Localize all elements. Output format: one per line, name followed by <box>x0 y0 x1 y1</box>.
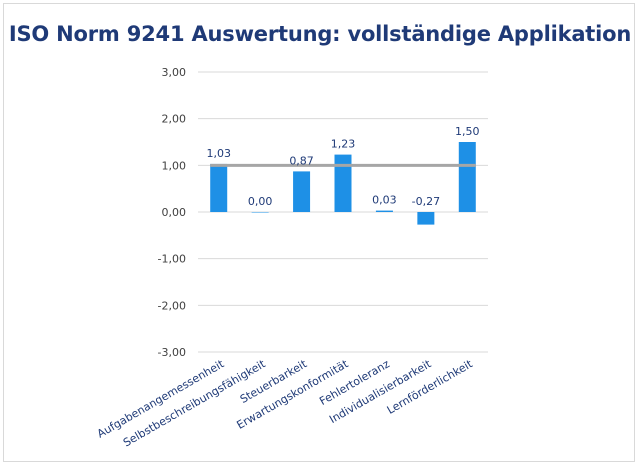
chart-title: ISO Norm 9241 Auswertung: vollständige A… <box>8 22 632 46</box>
bar <box>210 163 228 212</box>
y-tick-label: 0,00 <box>162 206 187 219</box>
bar <box>458 142 476 212</box>
data-label: 0,00 <box>248 195 273 208</box>
bar <box>251 212 269 213</box>
data-label: 1,23 <box>331 138 356 151</box>
chart-frame <box>3 3 635 462</box>
data-label: 1,50 <box>455 125 480 138</box>
bar <box>417 212 435 225</box>
data-label: -0,27 <box>412 195 440 208</box>
data-label: 0,03 <box>372 194 397 207</box>
y-tick-label: 1,00 <box>162 159 187 172</box>
y-tick-label: -2,00 <box>158 299 186 312</box>
y-tick-label: -3,00 <box>158 346 186 359</box>
bar <box>334 154 352 212</box>
data-label: 1,03 <box>206 147 231 160</box>
bar <box>375 210 393 212</box>
y-tick-label: 3,00 <box>162 66 187 79</box>
y-tick-label: 2,00 <box>162 113 187 126</box>
bar <box>293 171 311 212</box>
y-tick-label: -1,00 <box>158 253 186 266</box>
data-label: 0,87 <box>289 154 314 167</box>
